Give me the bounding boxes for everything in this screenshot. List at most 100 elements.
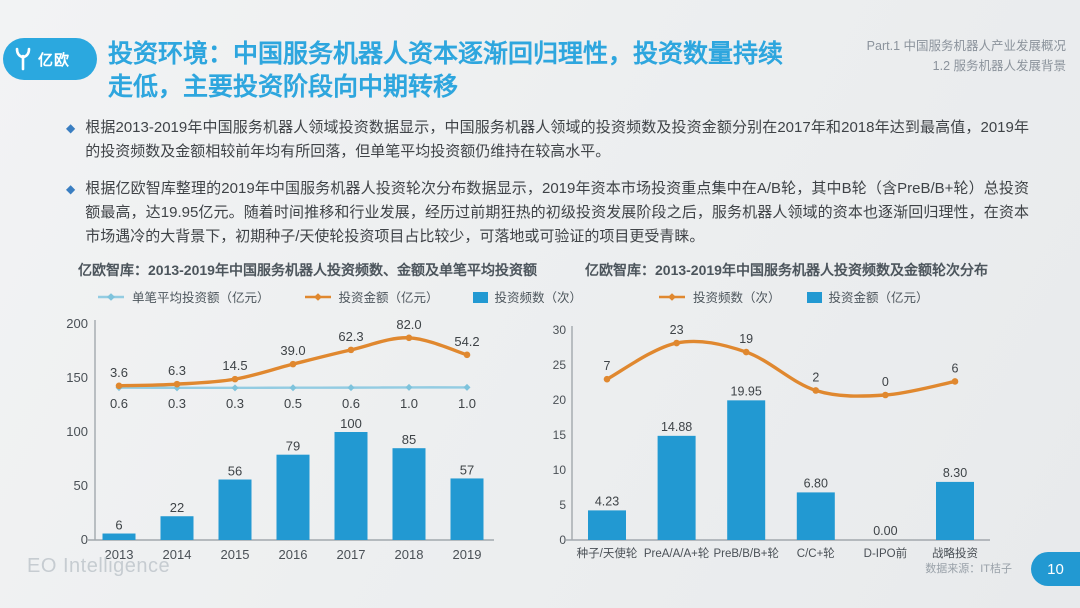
bar-value-label: 79	[286, 439, 300, 454]
bar-value-label: 0.00	[873, 524, 897, 538]
legend-item: 投资频数（次）	[658, 287, 781, 306]
eo-logo-icon	[15, 47, 31, 71]
bar-value-label: 22	[170, 500, 184, 515]
line-value-label: 62.3	[338, 329, 363, 344]
legend-bar-swatch-icon	[472, 291, 488, 303]
bullet-text: 根据2013-2019年中国服务机器人领域投资数据显示，中国服务机器人领域的投资…	[85, 119, 1029, 160]
legend-label: 投资金额（亿元）	[338, 291, 439, 305]
line-value-label: 3.6	[110, 365, 128, 380]
legend-item: 投资金额（亿元）	[304, 287, 439, 306]
line-value-label: 14.5	[222, 358, 247, 373]
y-tick-label: 150	[66, 370, 88, 385]
bar-value-label: 19.95	[731, 384, 762, 398]
section-line-2: 1.2 服务机器人发展背景	[932, 59, 1066, 73]
page-number-badge: 10	[1031, 552, 1080, 586]
y-tick-label: 15	[553, 428, 567, 442]
bar	[160, 516, 194, 540]
legend-bar-swatch-icon	[806, 291, 822, 303]
bar-value-label: 57	[460, 462, 474, 477]
bar	[936, 481, 974, 540]
bar	[727, 400, 766, 540]
legend-label: 单笔平均投资额（亿元）	[132, 291, 270, 305]
x-category-label: PreB/B/B+轮	[713, 546, 779, 560]
section-line-1: Part.1 中国服务机器人产业发展概况	[866, 39, 1066, 53]
bar-value-label: 8.30	[943, 466, 967, 480]
x-category-label: 2018	[395, 547, 424, 562]
line-value-label: 19	[739, 332, 753, 346]
line-value-label: 6	[952, 361, 959, 375]
line-value-label: 54.2	[454, 334, 479, 349]
line-point-marker	[742, 348, 750, 356]
line-value-label: 1.0	[400, 396, 418, 411]
x-category-label: PreA/A/A+轮	[644, 546, 710, 560]
y-tick-label: 0	[559, 533, 566, 547]
bar	[102, 533, 136, 540]
bar-value-label: 4.23	[595, 494, 619, 508]
bar-value-label: 6.80	[804, 476, 828, 490]
bar	[334, 432, 368, 540]
bullet-item: ◆ 根据亿欧智库整理的2019年中国服务机器人投资轮次分布数据显示，2019年资…	[66, 177, 1029, 249]
x-category-label: 种子/天使轮	[577, 546, 638, 560]
y-tick-label: 25	[553, 358, 567, 372]
line-point-marker	[882, 391, 889, 399]
legend-item: 投资金额（亿元）	[806, 287, 929, 306]
data-source-note: 数据来源：IT桔子	[925, 563, 1012, 575]
line-value-label: 0.5	[284, 396, 302, 411]
bar	[450, 478, 484, 540]
bullet-text: 根据亿欧智库整理的2019年中国服务机器人投资轮次分布数据显示，2019年资本市…	[85, 180, 1029, 245]
x-category-label: 战略投资	[932, 546, 978, 560]
line-point-marker	[405, 334, 413, 342]
line-point-marker	[673, 339, 680, 347]
y-tick-label: 50	[74, 478, 88, 493]
section-reference: Part.1 中国服务机器人产业发展概况 1.2 服务机器人发展背景	[867, 36, 1066, 76]
left-chart-title: 亿欧智库：2013-2019年中国服务机器人投资频数、金额及单笔平均投资额	[78, 262, 537, 278]
line-point-marker	[173, 380, 181, 388]
line-value-label: 1.0	[458, 396, 476, 411]
line-point-marker	[812, 387, 820, 394]
logo-label: 亿欧	[38, 51, 71, 69]
diamond-bullet-icon: ◆	[66, 182, 76, 196]
x-category-label: D-IPO前	[864, 546, 907, 560]
y-tick-label: 100	[66, 424, 88, 439]
line-value-label: 0.6	[110, 396, 128, 411]
legend-label: 投资金额（亿元）	[828, 291, 929, 305]
y-tick-label: 30	[553, 323, 567, 337]
line-point-marker	[347, 346, 355, 354]
line-point-marker	[951, 378, 959, 385]
page-title: 投资环境：中国服务机器人资本逐渐回归理性，投资数量持续走低，主要投资阶段向中期转…	[108, 40, 784, 101]
legend-label: 投资频数（次）	[494, 291, 583, 305]
line-value-label: 39.0	[280, 343, 305, 358]
line-value-label: 0.3	[226, 396, 244, 411]
line-point-marker	[463, 351, 471, 359]
line-point-marker	[347, 384, 355, 392]
diamond-bullet-icon: ◆	[66, 121, 76, 135]
legend-line-marker-icon	[659, 292, 685, 301]
bar-value-label: 6	[115, 518, 122, 533]
line-value-label: 2	[812, 370, 819, 384]
x-category-label: C/C+轮	[797, 546, 836, 560]
x-category-label: 2017	[337, 547, 366, 562]
line-value-label: 82.0	[396, 317, 421, 332]
bar-value-label: 85	[402, 432, 416, 447]
bar-value-label: 14.88	[661, 420, 692, 434]
y-tick-label: 20	[553, 393, 567, 407]
line-point-marker	[463, 383, 471, 391]
y-tick-label: 0	[81, 532, 88, 547]
legend-line-marker-icon	[98, 292, 124, 301]
right-chart-title: 亿欧智库：2013-2019年中国服务机器人投资频数及金额轮次分布	[585, 262, 988, 278]
line-value-label: 0.6	[342, 396, 360, 411]
line-point-marker	[231, 375, 239, 383]
bar	[657, 435, 696, 540]
line-point-marker	[115, 382, 123, 390]
line-point-marker	[289, 384, 297, 392]
x-category-label: 2016	[279, 547, 308, 562]
line-point-marker	[289, 360, 297, 368]
eo-logo: 亿欧	[3, 38, 97, 80]
right-chart-legend: 投资频数（次） 投资金额（亿元）	[658, 287, 929, 306]
bar	[588, 510, 626, 540]
x-category-label: 2019	[453, 547, 482, 562]
bar	[392, 448, 426, 540]
y-tick-label: 5	[559, 498, 566, 512]
